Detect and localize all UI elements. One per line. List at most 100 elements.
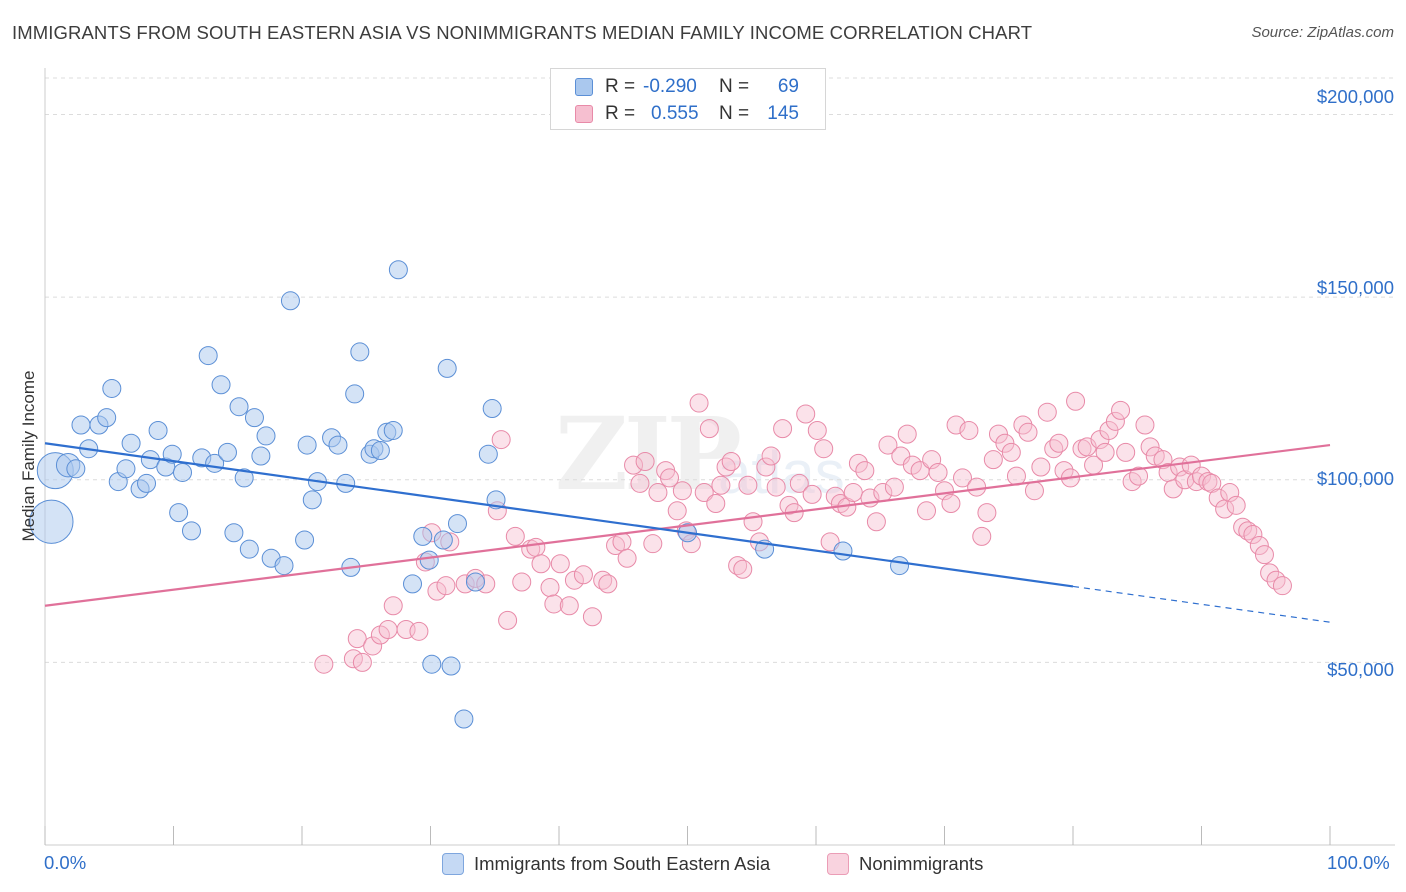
nonimmigrant-point <box>977 503 997 523</box>
immigrant-point <box>454 709 474 729</box>
immigrant-point <box>370 441 390 461</box>
nonimmigrant-point <box>935 481 954 501</box>
nonimmigrant-point <box>1122 472 1142 492</box>
r-label: R = <box>605 76 636 97</box>
immigrant-point <box>465 572 485 592</box>
nonimmigrant-point <box>378 620 398 640</box>
nonimmigrant-point <box>1031 457 1051 477</box>
immigrant-point <box>169 503 189 523</box>
nonimmigrant-point <box>1192 466 1211 486</box>
nonimmigrant-point <box>427 581 447 601</box>
immigrant-point <box>833 541 853 561</box>
nonimmigrant-point <box>773 419 793 439</box>
immigrant-point <box>224 523 244 543</box>
immigrants-trend-line <box>44 442 1074 588</box>
nonimmigrant-point <box>409 621 429 641</box>
nonimmigrants-points <box>314 391 1292 674</box>
nonimmigrant-point <box>716 457 736 477</box>
nonimmigrant-point <box>363 636 383 656</box>
nonimmigrant-point <box>1044 439 1064 459</box>
legend-item-immigrants[interactable]: Immigrants from South Eastern Asia <box>442 851 770 877</box>
nonimmigrant-point <box>531 554 551 574</box>
nonimmigrant-point <box>941 494 961 514</box>
immigrants-trend-extension <box>1072 585 1331 623</box>
nonimmigrant-point <box>796 404 816 424</box>
immigrant-point <box>137 473 157 493</box>
immigrant-point <box>148 420 168 440</box>
r-value: 0.555 <box>651 103 699 124</box>
nonimmigrant-point <box>807 420 827 440</box>
legend-label: Immigrants from South Eastern Asia <box>474 853 771 874</box>
nonimmigrant-point <box>540 578 560 598</box>
nonimmigrant-point <box>1037 402 1057 422</box>
nonimmigrant-point <box>559 596 579 616</box>
immigrant-point <box>71 415 91 435</box>
nonimmigrant-point <box>1054 461 1074 481</box>
immigrant-point <box>244 408 264 428</box>
immigrant-point <box>413 526 433 546</box>
nonimmigrant-point <box>917 501 937 521</box>
nonimmigrant-point <box>843 483 863 503</box>
nonimmigrant-point <box>706 494 726 514</box>
nonimmigrant-point <box>1233 517 1253 537</box>
nonimmigrant-point <box>582 607 602 627</box>
nonimmigrant-point <box>830 494 850 514</box>
immigrant-point <box>198 346 218 366</box>
nonimmigrant-point <box>617 548 637 568</box>
gridlines <box>45 77 1395 663</box>
r-value: -0.290 <box>643 76 697 97</box>
nonimmigrant-point <box>1208 488 1228 508</box>
nonimmigrant-point <box>573 565 593 585</box>
immigrant-point <box>388 260 408 280</box>
nonimmigrant-point <box>967 477 987 497</box>
immigrant-point <box>302 490 322 510</box>
legend-label: Nonimmigrants <box>859 853 984 874</box>
immigrant-point <box>482 399 502 419</box>
immigrant-point <box>345 384 365 404</box>
nonimmigrant-point <box>550 554 570 574</box>
nonimmigrant-point <box>1272 576 1292 596</box>
nonimmigrant-point <box>738 475 758 495</box>
n-label: N = <box>719 103 750 124</box>
nonimmigrant-point <box>928 462 948 482</box>
nonimmigrant-point <box>1018 422 1038 442</box>
immigrant-point <box>251 446 271 466</box>
legend-swatch-pink <box>575 105 593 123</box>
nonimmigrant-point <box>505 526 525 546</box>
immigrant-point <box>890 556 910 576</box>
nonimmigrant-point <box>866 512 886 532</box>
legend-row-immigrants: R = -0.290 N = 69 <box>551 75 799 99</box>
nonimmigrant-point <box>959 420 979 440</box>
nonimmigrant-point <box>544 594 564 614</box>
immigrant-point <box>181 521 201 541</box>
nonimmigrant-point <box>1095 442 1115 462</box>
nonimmigrant-point <box>855 461 875 481</box>
nonimmigrant-point <box>648 483 668 503</box>
legend-swatch-blue <box>575 78 593 96</box>
legend-swatch-blue <box>442 853 464 875</box>
nonimmigrant-point <box>383 596 403 616</box>
nonimmigrant-point <box>728 556 748 576</box>
nonimmigrant-point <box>352 652 372 672</box>
legend-item-nonimmigrants[interactable]: Nonimmigrants <box>827 851 983 877</box>
immigrant-point <box>172 462 192 482</box>
nonimmigrant-point <box>1153 450 1173 470</box>
correlation-legend: R = -0.290 N = 69 R = 0.555 N = 145 <box>550 68 826 130</box>
nonimmigrant-point <box>756 457 776 477</box>
nonimmigrant-point <box>672 481 692 501</box>
nonimmigrant-point <box>630 473 650 493</box>
nonimmigrant-point <box>733 559 753 579</box>
nonimmigrant-point <box>1140 437 1160 457</box>
legend-row-nonimmigrants: R = 0.555 N = 145 <box>551 102 799 126</box>
r-label: R = <box>605 103 636 124</box>
immigrant-point <box>350 342 370 362</box>
nonimmigrant-point <box>761 446 781 466</box>
nonimmigrant-point <box>1001 442 1021 462</box>
immigrant-point <box>478 444 498 464</box>
immigrant-point <box>433 530 453 550</box>
immigrant-point <box>441 656 461 676</box>
nonimmigrant-point <box>922 450 942 470</box>
nonimmigrant-point <box>878 435 898 455</box>
nonimmigrant-point <box>802 484 822 504</box>
